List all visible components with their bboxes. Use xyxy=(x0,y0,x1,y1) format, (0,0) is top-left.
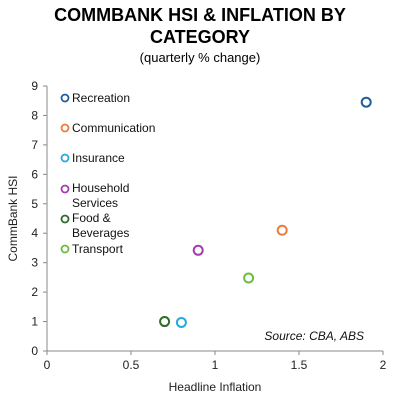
legend-label: Recreation xyxy=(72,91,130,105)
legend-label: Food & xyxy=(72,211,111,225)
x-tick-label: 1 xyxy=(212,358,219,372)
y-tick-label: 8 xyxy=(31,108,38,122)
plot-area: 0 0.5 1 1.5 2 0 1 2 3 4 5 6 7 8 9 Recreation Communica… xyxy=(31,79,386,372)
legend-label: Beverages xyxy=(72,226,129,240)
y-tick-label: 1 xyxy=(31,315,38,329)
legend-marker xyxy=(60,244,70,254)
data-point-communication xyxy=(276,224,288,236)
data-point-food-beverages xyxy=(159,316,171,328)
legend-marker xyxy=(60,123,70,133)
source-note: Source: CBA, ABS xyxy=(264,329,364,343)
y-tick-label: 0 xyxy=(31,344,38,358)
y-tick-label: 6 xyxy=(31,167,38,181)
y-axis-label: CommBank HSI xyxy=(6,175,20,261)
y-tick-label: 9 xyxy=(31,79,38,93)
legend-label: Household xyxy=(72,181,129,195)
legend-label: Communication xyxy=(72,121,155,135)
data-point-household-services xyxy=(192,244,204,256)
legend-label: Transport xyxy=(72,242,124,256)
y-tick-label: 7 xyxy=(31,138,38,152)
chart-subtitle: (quarterly % change) xyxy=(139,50,261,65)
data-point-transport xyxy=(243,272,255,284)
legend-marker xyxy=(60,153,70,163)
x-ticks: 0 0.5 1 1.5 2 xyxy=(44,351,387,372)
x-tick-label: 2 xyxy=(380,358,387,372)
legend-marker xyxy=(60,214,70,224)
data-point-insurance xyxy=(175,316,187,328)
x-axis-label: Headline Inflation xyxy=(169,380,262,394)
y-tick-label: 2 xyxy=(31,285,38,299)
legend-marker xyxy=(60,184,70,194)
x-tick-label: 1.5 xyxy=(291,358,308,372)
y-tick-label: 5 xyxy=(31,197,38,211)
x-tick-label: 0 xyxy=(44,358,51,372)
legend: Recreation Communication Insurance Househol… xyxy=(60,91,155,256)
data-point-recreation xyxy=(360,96,372,108)
y-tick-label: 3 xyxy=(31,256,38,270)
legend-label: Insurance xyxy=(72,151,125,165)
y-ticks: 0 1 2 3 4 5 6 7 8 9 xyxy=(31,79,47,358)
data-points xyxy=(159,96,372,328)
legend-label: Services xyxy=(72,196,118,210)
y-tick-label: 4 xyxy=(31,226,38,240)
legend-marker xyxy=(60,93,70,103)
x-tick-label: 0.5 xyxy=(123,358,140,372)
chart-title-line2: CATEGORY xyxy=(149,27,250,47)
chart-title-line1: COMMBANK HSI & INFLATION BY xyxy=(54,5,346,25)
